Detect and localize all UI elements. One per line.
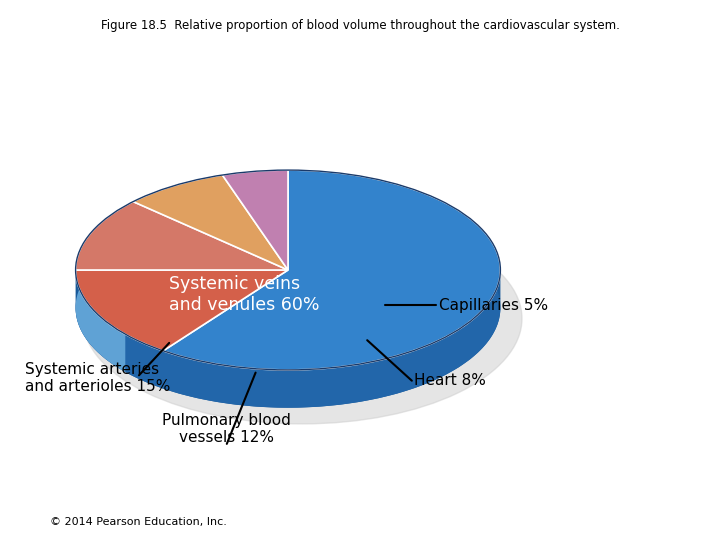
Polygon shape bbox=[76, 270, 288, 351]
Ellipse shape bbox=[76, 208, 500, 408]
Polygon shape bbox=[163, 170, 500, 370]
Ellipse shape bbox=[83, 213, 522, 424]
Text: Pulmonary blood
vessels 12%: Pulmonary blood vessels 12% bbox=[163, 413, 291, 446]
Polygon shape bbox=[133, 175, 288, 270]
Text: Systemic arteries
and arterioles 15%: Systemic arteries and arterioles 15% bbox=[25, 362, 171, 394]
Text: Heart 8%: Heart 8% bbox=[414, 373, 486, 388]
Text: Figure 18.5  Relative proportion of blood volume throughout the cardiovascular s: Figure 18.5 Relative proportion of blood… bbox=[101, 19, 619, 32]
Text: © 2014 Pearson Education, Inc.: © 2014 Pearson Education, Inc. bbox=[50, 516, 228, 526]
Polygon shape bbox=[222, 170, 288, 270]
Text: Capillaries 5%: Capillaries 5% bbox=[439, 298, 549, 313]
Polygon shape bbox=[76, 270, 500, 408]
Polygon shape bbox=[76, 220, 125, 372]
Polygon shape bbox=[76, 201, 288, 270]
Text: Systemic veins
and venules 60%: Systemic veins and venules 60% bbox=[169, 275, 320, 314]
